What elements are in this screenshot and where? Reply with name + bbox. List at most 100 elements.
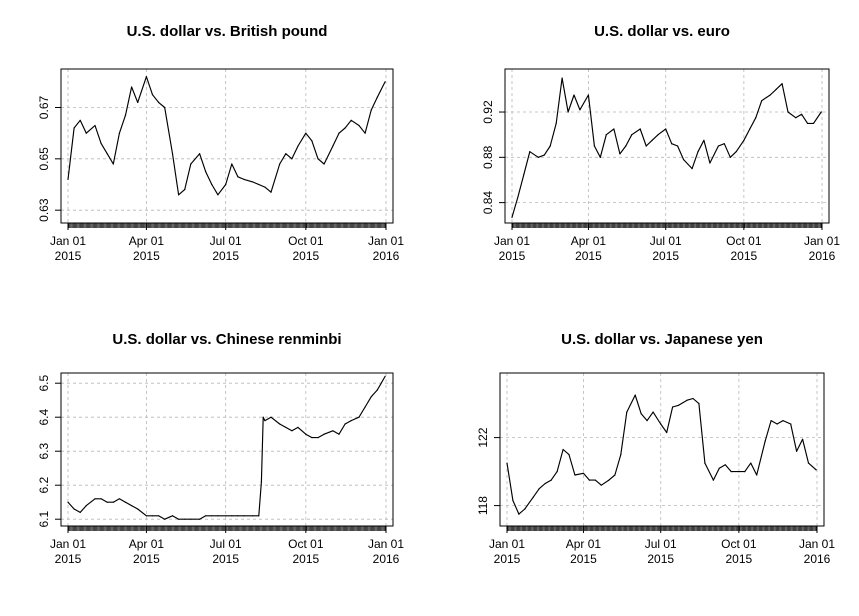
data-point — [574, 474, 576, 476]
data-point — [718, 467, 720, 469]
x-tick-label: Oct 01 2015 — [288, 537, 324, 566]
data-point — [158, 101, 160, 103]
x-tick-label: Jul 01 2015 — [210, 537, 242, 566]
data-point — [620, 454, 622, 456]
data-point — [338, 433, 340, 435]
data-point — [651, 139, 653, 141]
data-point — [587, 94, 590, 96]
data-point — [106, 153, 108, 155]
data-point — [807, 462, 810, 464]
data-point — [723, 143, 725, 145]
data-point — [626, 411, 628, 413]
data-point — [712, 479, 714, 481]
data-point — [600, 484, 602, 486]
data-point — [506, 462, 508, 464]
data-point — [555, 122, 557, 124]
x-minor-ticks — [506, 526, 818, 531]
x-tick-label: Jan 01 2015 — [50, 234, 86, 263]
data-point — [691, 168, 693, 170]
data-point — [332, 145, 334, 147]
data-point — [370, 396, 372, 398]
data-points — [67, 375, 386, 520]
data-point — [370, 109, 372, 111]
x-tick-label: Apr 01 2015 — [571, 234, 607, 263]
data-point — [225, 183, 227, 186]
data-point — [344, 423, 346, 425]
data-point — [237, 176, 239, 178]
data-point — [205, 171, 207, 173]
data-point — [801, 113, 803, 115]
data-point — [79, 511, 81, 513]
x-tick-label: Oct 01 2015 — [721, 537, 757, 566]
data-point — [106, 501, 108, 503]
data-point — [724, 464, 726, 466]
data-point — [285, 153, 287, 155]
data-point — [243, 178, 245, 180]
data-point — [85, 132, 87, 134]
data-point — [124, 501, 127, 503]
data-point — [730, 471, 732, 473]
data-point — [698, 403, 700, 405]
data-point — [279, 423, 281, 425]
data-point — [85, 505, 87, 507]
data-point — [634, 394, 636, 396]
data-point — [94, 498, 96, 500]
data-point — [317, 158, 319, 160]
data-point — [665, 128, 667, 130]
data-point — [646, 420, 648, 422]
data-point — [523, 173, 525, 175]
data-point — [344, 127, 346, 129]
data-point — [776, 423, 778, 425]
data-point — [262, 416, 264, 418]
data-point — [579, 109, 581, 111]
data-point — [672, 406, 674, 408]
data-point — [518, 513, 520, 515]
data-point — [252, 181, 254, 183]
data-point — [376, 96, 378, 98]
data-point — [812, 122, 815, 124]
data-point — [543, 154, 545, 156]
data-point — [796, 450, 798, 452]
data-point — [562, 448, 564, 451]
x-tick-label: Apr 01 2015 — [129, 537, 165, 566]
data-point — [145, 76, 148, 78]
data-point — [532, 496, 534, 498]
data-point — [582, 472, 585, 474]
y-tick-label: 6.4 — [37, 409, 51, 426]
data-point — [112, 501, 114, 503]
data-point — [735, 151, 737, 153]
series-line — [67, 76, 386, 196]
data-point — [588, 479, 590, 481]
data-point — [270, 191, 272, 193]
x-tick-label: Jul 01 2015 — [645, 537, 677, 566]
x-tick-label: Jan 01 2016 — [368, 234, 404, 263]
plot-frame — [60, 372, 394, 527]
data-point — [285, 426, 287, 428]
data-point — [549, 145, 551, 147]
data-point — [151, 515, 154, 517]
data-point — [100, 498, 102, 500]
data-point — [317, 437, 319, 439]
data-point — [750, 462, 752, 464]
data-point — [145, 515, 148, 517]
data-point — [544, 482, 546, 485]
data-points — [67, 76, 386, 196]
data-point — [511, 216, 513, 218]
data-point — [801, 438, 804, 440]
x-tick-label: Jan 01 2016 — [804, 234, 840, 263]
data-point — [94, 124, 96, 127]
data-point — [567, 111, 569, 113]
data-point — [787, 111, 789, 113]
chart-title: U.S. dollar vs. Chinese renminbi — [112, 331, 341, 348]
data-point — [358, 124, 360, 127]
data-point — [790, 423, 792, 425]
data-point — [131, 505, 133, 507]
data-point — [171, 515, 174, 517]
y-tick-label: 0.63 — [37, 198, 51, 222]
data-point — [291, 158, 293, 160]
data-point — [258, 515, 260, 517]
data-point — [645, 145, 647, 147]
data-point — [625, 145, 627, 147]
data-point — [358, 416, 360, 418]
data-point — [364, 132, 366, 134]
